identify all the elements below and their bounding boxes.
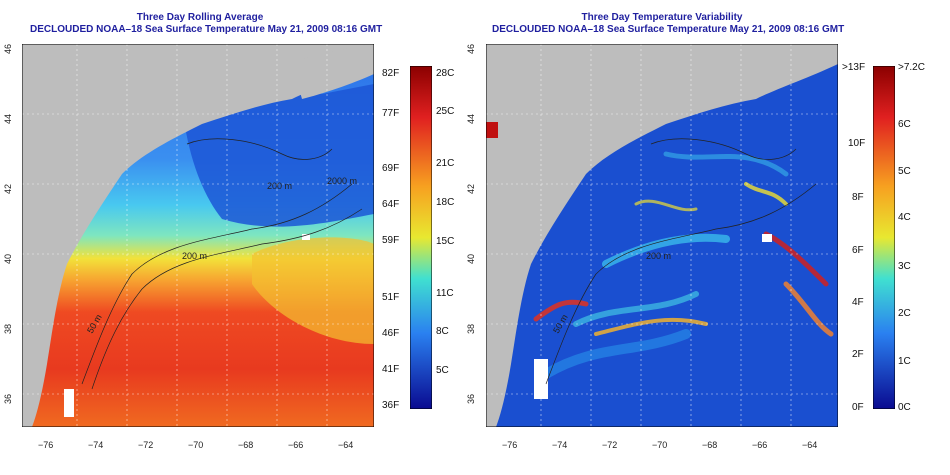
right-map: 200 m 50 m bbox=[486, 44, 838, 427]
right-lat-44: 44 bbox=[466, 113, 477, 125]
left-contours bbox=[81, 138, 363, 390]
right-red-patch bbox=[486, 122, 498, 138]
left-cb-f-64: 64F bbox=[382, 199, 400, 210]
left-lat-40: 40 bbox=[3, 253, 14, 265]
right-cb-c-2: 2C bbox=[898, 308, 911, 319]
left-cb-c-15: 15C bbox=[436, 236, 455, 247]
left-subtitle: DECLOUDED NOAA–18 Sea Surface Temperatur… bbox=[30, 24, 383, 35]
right-cb-f-0: 0F bbox=[852, 402, 864, 413]
left-contour-label-2000: 2000 m bbox=[327, 176, 357, 186]
right-cb-c-72: >7.2C bbox=[898, 62, 925, 73]
left-lon-76: −76 bbox=[38, 440, 54, 450]
left-cb-f-51: 51F bbox=[382, 292, 400, 303]
left-cb-c-5: 5C bbox=[436, 365, 449, 376]
right-cb-c-1: 1C bbox=[898, 356, 911, 367]
right-cb-f-4: 4F bbox=[852, 297, 864, 308]
right-lon-70: −70 bbox=[652, 440, 668, 450]
right-lon-74: −74 bbox=[552, 440, 568, 450]
left-title-line1: Three Day Rolling Average bbox=[136, 12, 264, 23]
right-contour-label-200: 200 m bbox=[646, 251, 671, 261]
right-title-line1: Three Day Temperature Variability bbox=[581, 12, 743, 23]
left-cb-c-21: 21C bbox=[436, 158, 455, 169]
right-subtitle: DECLOUDED NOAA–18 Sea Surface Temperatur… bbox=[492, 24, 845, 35]
right-cb-f-10: 10F bbox=[848, 138, 866, 149]
left-lat-42: 42 bbox=[3, 183, 14, 195]
left-lat-38: 38 bbox=[3, 323, 14, 335]
left-cb-f-46: 46F bbox=[382, 328, 400, 339]
right-filaments bbox=[533, 151, 834, 379]
left-cb-f-82: 82F bbox=[382, 68, 400, 79]
right-lat-38: 38 bbox=[466, 323, 477, 335]
left-cb-c-28: 28C bbox=[436, 68, 455, 79]
right-grid bbox=[486, 44, 838, 427]
right-lon-64: −64 bbox=[802, 440, 818, 450]
left-title: Three Day Rolling Average DECLOUDED NOAA… bbox=[30, 12, 383, 36]
right-cb-c-0: 0C bbox=[898, 402, 911, 413]
left-warm-core bbox=[252, 237, 374, 344]
left-map: 2000 m 200 m 50 m 200 m bbox=[22, 44, 374, 427]
right-cb-f-2: 2F bbox=[852, 349, 864, 360]
left-cb-c-8: 8C bbox=[436, 326, 449, 337]
right-lat-40: 40 bbox=[466, 253, 477, 265]
right-lat-36: 36 bbox=[466, 393, 477, 405]
left-grid bbox=[22, 44, 374, 427]
right-title: Three Day Temperature Variability DECLOU… bbox=[492, 12, 845, 36]
right-contours bbox=[545, 138, 817, 385]
left-cb-f-77: 77F bbox=[382, 108, 400, 119]
left-cb-c-11: 11C bbox=[436, 288, 454, 299]
right-lon-66: −66 bbox=[752, 440, 768, 450]
left-lon-72: −72 bbox=[138, 440, 154, 450]
left-contour-label-200a: 200 m bbox=[182, 251, 207, 261]
left-lon-70: −70 bbox=[188, 440, 204, 450]
right-cb-f-6: 6F bbox=[852, 245, 864, 256]
right-lon-72: −72 bbox=[602, 440, 618, 450]
right-lon-68: −68 bbox=[702, 440, 718, 450]
right-cb-c-4: 4C bbox=[898, 212, 911, 223]
right-white-patch-2 bbox=[762, 234, 772, 242]
left-lat-46: 46 bbox=[3, 43, 14, 55]
left-land bbox=[22, 44, 374, 427]
right-cb-c-6: 6C bbox=[898, 119, 911, 130]
left-lon-74: −74 bbox=[88, 440, 104, 450]
left-cb-c-18: 18C bbox=[436, 197, 455, 208]
left-lon-68: −68 bbox=[238, 440, 254, 450]
left-land-ne bbox=[292, 44, 374, 99]
right-lat-42: 42 bbox=[466, 183, 477, 195]
right-cb-f-8: 8F bbox=[852, 192, 864, 203]
left-cb-f-69: 69F bbox=[382, 163, 400, 174]
left-gulf-region bbox=[182, 83, 374, 227]
left-cb-f-41: 41F bbox=[382, 364, 400, 375]
left-contour-label-200b: 200 m bbox=[267, 181, 292, 191]
right-colorbar bbox=[873, 66, 895, 409]
left-white-patch bbox=[64, 389, 74, 417]
left-cb-c-25: 25C bbox=[436, 106, 455, 117]
right-cb-f-13: >13F bbox=[842, 62, 866, 73]
left-colorbar bbox=[410, 66, 432, 409]
left-cb-f-36: 36F bbox=[382, 400, 400, 411]
right-cb-c-3: 3C bbox=[898, 261, 911, 272]
right-lat-46: 46 bbox=[466, 43, 477, 55]
left-cb-f-59: 59F bbox=[382, 235, 400, 246]
left-lat-36: 36 bbox=[3, 393, 14, 405]
right-cb-c-5: 5C bbox=[898, 166, 911, 177]
left-lon-66: −66 bbox=[288, 440, 304, 450]
right-land bbox=[486, 44, 838, 427]
left-white-patch-2 bbox=[302, 234, 310, 240]
right-lon-76: −76 bbox=[502, 440, 518, 450]
left-lat-44: 44 bbox=[3, 113, 14, 125]
left-lon-64: −64 bbox=[338, 440, 354, 450]
